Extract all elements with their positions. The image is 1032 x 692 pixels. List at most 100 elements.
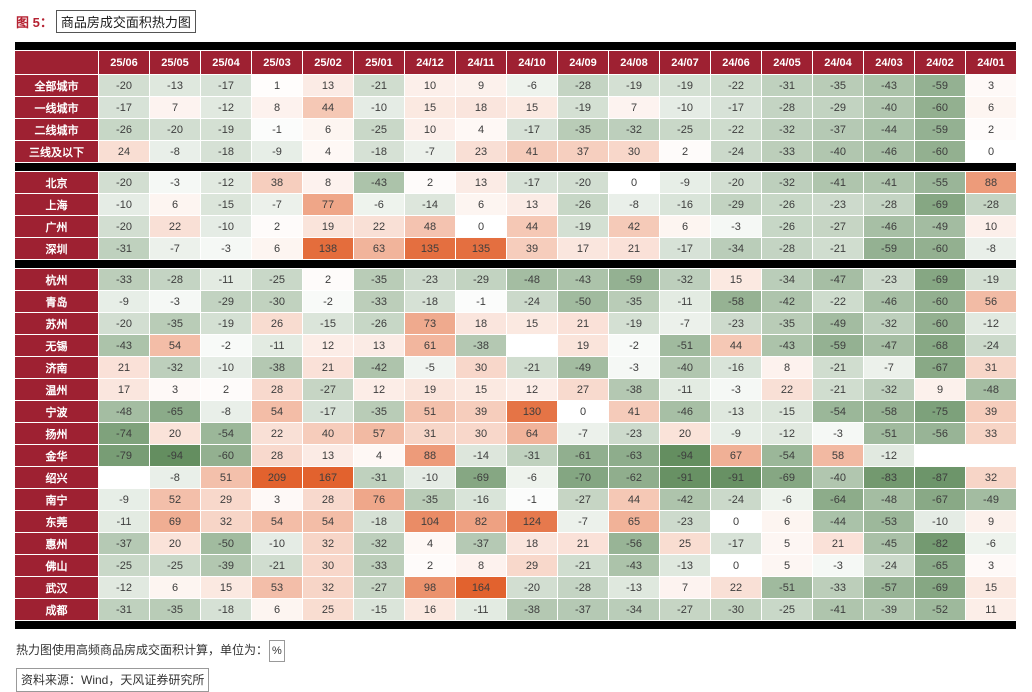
heatmap-cell: -39 xyxy=(200,554,252,577)
column-header: 24/10 xyxy=(506,50,558,75)
heatmap-cell: -51 xyxy=(761,576,813,599)
heatmap-cell: -19 xyxy=(557,215,609,238)
heatmap-cell: 17 xyxy=(557,237,609,260)
heatmap-cell: 63 xyxy=(353,237,405,260)
heatmap-cell: 0 xyxy=(710,510,762,533)
heatmap-cell: 40 xyxy=(302,422,354,445)
row-label: 北京 xyxy=(14,171,99,194)
heatmap-cell: -23 xyxy=(710,312,762,335)
heatmap-cell: -83 xyxy=(863,466,915,489)
heatmap-cell: 21 xyxy=(557,532,609,555)
group-separator xyxy=(14,41,1017,51)
heatmap-cell: 32 xyxy=(302,532,354,555)
heatmap-cell: 2 xyxy=(965,118,1017,141)
heatmap-cell: -40 xyxy=(812,466,864,489)
heatmap-cell: -27 xyxy=(302,378,354,401)
heatmap-cell: -30 xyxy=(710,598,762,621)
heatmap-cell: 28 xyxy=(251,444,303,467)
heatmap-cell: 2 xyxy=(200,378,252,401)
heatmap-cell: -31 xyxy=(761,74,813,97)
separator-bar xyxy=(14,259,1017,269)
heatmap-row: 深圳 -31 -7 -3 6 138 63 135 135 39 17 21 -17 -34 -28 -21-… xyxy=(14,237,1017,260)
heatmap-cell: -40 xyxy=(863,96,915,119)
heatmap-cell: -3 xyxy=(149,171,201,194)
heatmap-cell: 6 xyxy=(659,215,711,238)
row-label: 深圳 xyxy=(14,237,99,260)
heatmap-cell: -3 xyxy=(710,378,762,401)
heatmap-table: 25/06 25/05 25/04 25/03 25/02 25/01 24/12 24/11… xyxy=(14,41,1017,630)
heatmap-cell: -21 xyxy=(251,554,303,577)
row-label: 青岛 xyxy=(14,290,99,313)
row-label: 佛山 xyxy=(14,554,99,577)
heatmap-cell: -15 xyxy=(761,400,813,423)
heatmap-cell: -64 xyxy=(812,488,864,511)
row-label: 宁波 xyxy=(14,400,99,423)
heatmap-cell: -10 xyxy=(404,466,456,489)
column-header: 24/07 xyxy=(659,50,711,75)
heatmap-cell: 39 xyxy=(455,400,507,423)
heatmap-cell: -21 xyxy=(506,356,558,379)
heatmap-cell: 30 xyxy=(302,554,354,577)
heatmap-cell: -31 xyxy=(506,444,558,467)
heatmap-cell: 11 xyxy=(965,598,1017,621)
heatmap-cell: 51 xyxy=(404,400,456,423)
heatmap-row: 青岛 -9 -3 -29 -30 -2 -33 -18 -1 -24 -50 -35 -11 -58 -42… xyxy=(14,290,1017,313)
heatmap-cell: -49 xyxy=(812,312,864,335)
heatmap-cell: 3 xyxy=(149,378,201,401)
heatmap-cell: -35 xyxy=(353,400,405,423)
heatmap-cell: 21 xyxy=(812,532,864,555)
heatmap-cell: 130 xyxy=(506,400,558,423)
heatmap-cell: -43 xyxy=(353,171,405,194)
heatmap-cell: 12 xyxy=(506,378,558,401)
heatmap-row: 济南 21 -32 -10 -38 21 -42 -5 30 -21 -49 -3 -40 -16 8 -21… xyxy=(14,356,1017,379)
heatmap-cell: -51 xyxy=(659,334,711,357)
heatmap-cell: -29 xyxy=(455,268,507,291)
heatmap-cell: -26 xyxy=(353,312,405,335)
heatmap-cell: -15 xyxy=(353,598,405,621)
heatmap-cell: -24 xyxy=(965,334,1017,357)
heatmap-row: 惠州 -37 20 -50 -10 32 -32 4 -37 18 21 -56 25 -17 5 21 -45… xyxy=(14,532,1017,555)
heatmap-cell: -38 xyxy=(506,598,558,621)
heatmap-cell: 6 xyxy=(251,237,303,260)
heatmap-cell: -29 xyxy=(200,290,252,313)
heatmap-cell: 26 xyxy=(251,312,303,335)
heatmap-cell: 8 xyxy=(761,356,813,379)
heatmap-cell: 3 xyxy=(965,74,1017,97)
row-label: 二线城市 xyxy=(14,118,99,141)
heatmap-cell: -1 xyxy=(506,488,558,511)
heatmap-cell: 41 xyxy=(608,400,660,423)
heatmap-cell: 30 xyxy=(455,422,507,445)
heatmap-cell: 41 xyxy=(506,140,558,163)
heatmap-cell: 54 xyxy=(149,334,201,357)
heatmap-cell: 6 xyxy=(455,193,507,216)
heatmap-cell: -20 xyxy=(557,171,609,194)
heatmap-cell: -14 xyxy=(404,193,456,216)
heatmap-cell: -65 xyxy=(914,554,966,577)
heatmap-cell: -19 xyxy=(557,96,609,119)
row-label: 东莞 xyxy=(14,510,99,533)
heatmap-cell: -28 xyxy=(557,74,609,97)
heatmap-row: 金华 -79 -94 -60 28 13 4 88 -14 -31 -61 -63 -94 67 -54 58… xyxy=(14,444,1017,467)
heatmap-cell: -48 xyxy=(506,268,558,291)
heatmap-cell: -33 xyxy=(98,268,150,291)
heatmap-cell: -43 xyxy=(863,74,915,97)
heatmap-cell: 3 xyxy=(965,554,1017,577)
heatmap-cell: -40 xyxy=(659,356,711,379)
heatmap-cell: 65 xyxy=(608,510,660,533)
heatmap-cell: 22 xyxy=(251,422,303,445)
heatmap-cell: -34 xyxy=(761,268,813,291)
heatmap-cell: -47 xyxy=(863,334,915,357)
heatmap-row: 绍兴 -8 51 209 167 -31 -10 -69 -6 -70 -62 -91 -91 -69 -4… xyxy=(14,466,1017,489)
row-label: 杭州 xyxy=(14,268,99,291)
heatmap-cell: -28 xyxy=(761,237,813,260)
heatmap-cell: 2 xyxy=(404,171,456,194)
heatmap-cell: 10 xyxy=(965,215,1017,238)
heatmap-cell: 33 xyxy=(965,422,1017,445)
heatmap-cell: -62 xyxy=(608,466,660,489)
heatmap-cell: 88 xyxy=(404,444,456,467)
heatmap-cell: 25 xyxy=(659,532,711,555)
heatmap-cell: -18 xyxy=(404,290,456,313)
heatmap-cell: -67 xyxy=(914,488,966,511)
heatmap-cell: -43 xyxy=(98,334,150,357)
heatmap-row: 二线城市 -26 -20 -19 -1 6 -25 10 4 -17 -35 -32 -25 -22 -32… xyxy=(14,118,1017,141)
